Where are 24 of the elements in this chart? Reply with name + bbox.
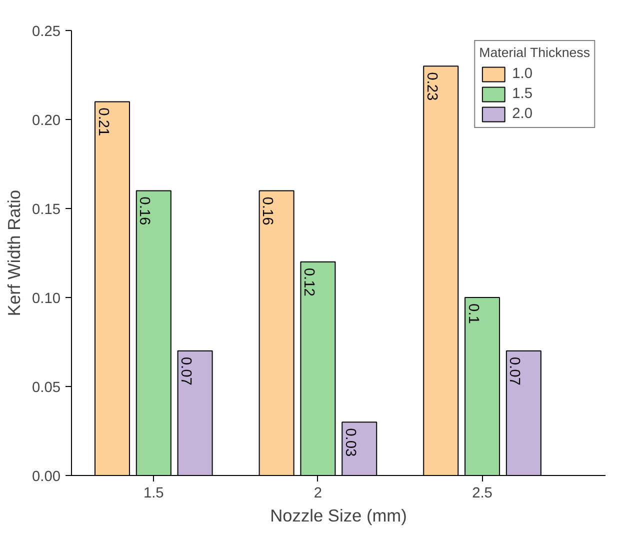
- x-tick-label: 2: [314, 486, 322, 502]
- y-tick-label: 0.25: [32, 24, 61, 40]
- legend-title: Material Thickness: [479, 45, 590, 60]
- data-label: 0.07: [178, 356, 194, 386]
- data-label: 0.03: [342, 428, 358, 457]
- y-tick-label: 0.10: [32, 291, 61, 307]
- legend-label: 1.5: [512, 86, 532, 102]
- x-tick-label: 2.5: [472, 486, 492, 502]
- y-tick-label: 0.05: [32, 380, 61, 396]
- legend-label: 1.0: [512, 66, 532, 82]
- data-label: 0.1: [464, 304, 481, 324]
- x-tick-label: 1.5: [143, 486, 164, 502]
- data-label: 0.23: [423, 72, 440, 101]
- y-tick-label: 0.20: [32, 113, 61, 129]
- data-label: 0.07: [506, 356, 522, 386]
- y-tick-label: 0.15: [32, 202, 61, 218]
- legend-label: 2.0: [512, 106, 532, 122]
- data-label: 0.16: [136, 196, 152, 226]
- data-label: 0.12: [300, 268, 316, 296]
- data-label: 0.16: [259, 196, 276, 226]
- y-axis-title: Kerf Width Ratio: [4, 190, 24, 316]
- data-label: 0.21: [94, 108, 111, 136]
- y-tick-label: 0.00: [32, 469, 61, 485]
- x-axis-title: Nozzle Size (mm): [270, 506, 407, 526]
